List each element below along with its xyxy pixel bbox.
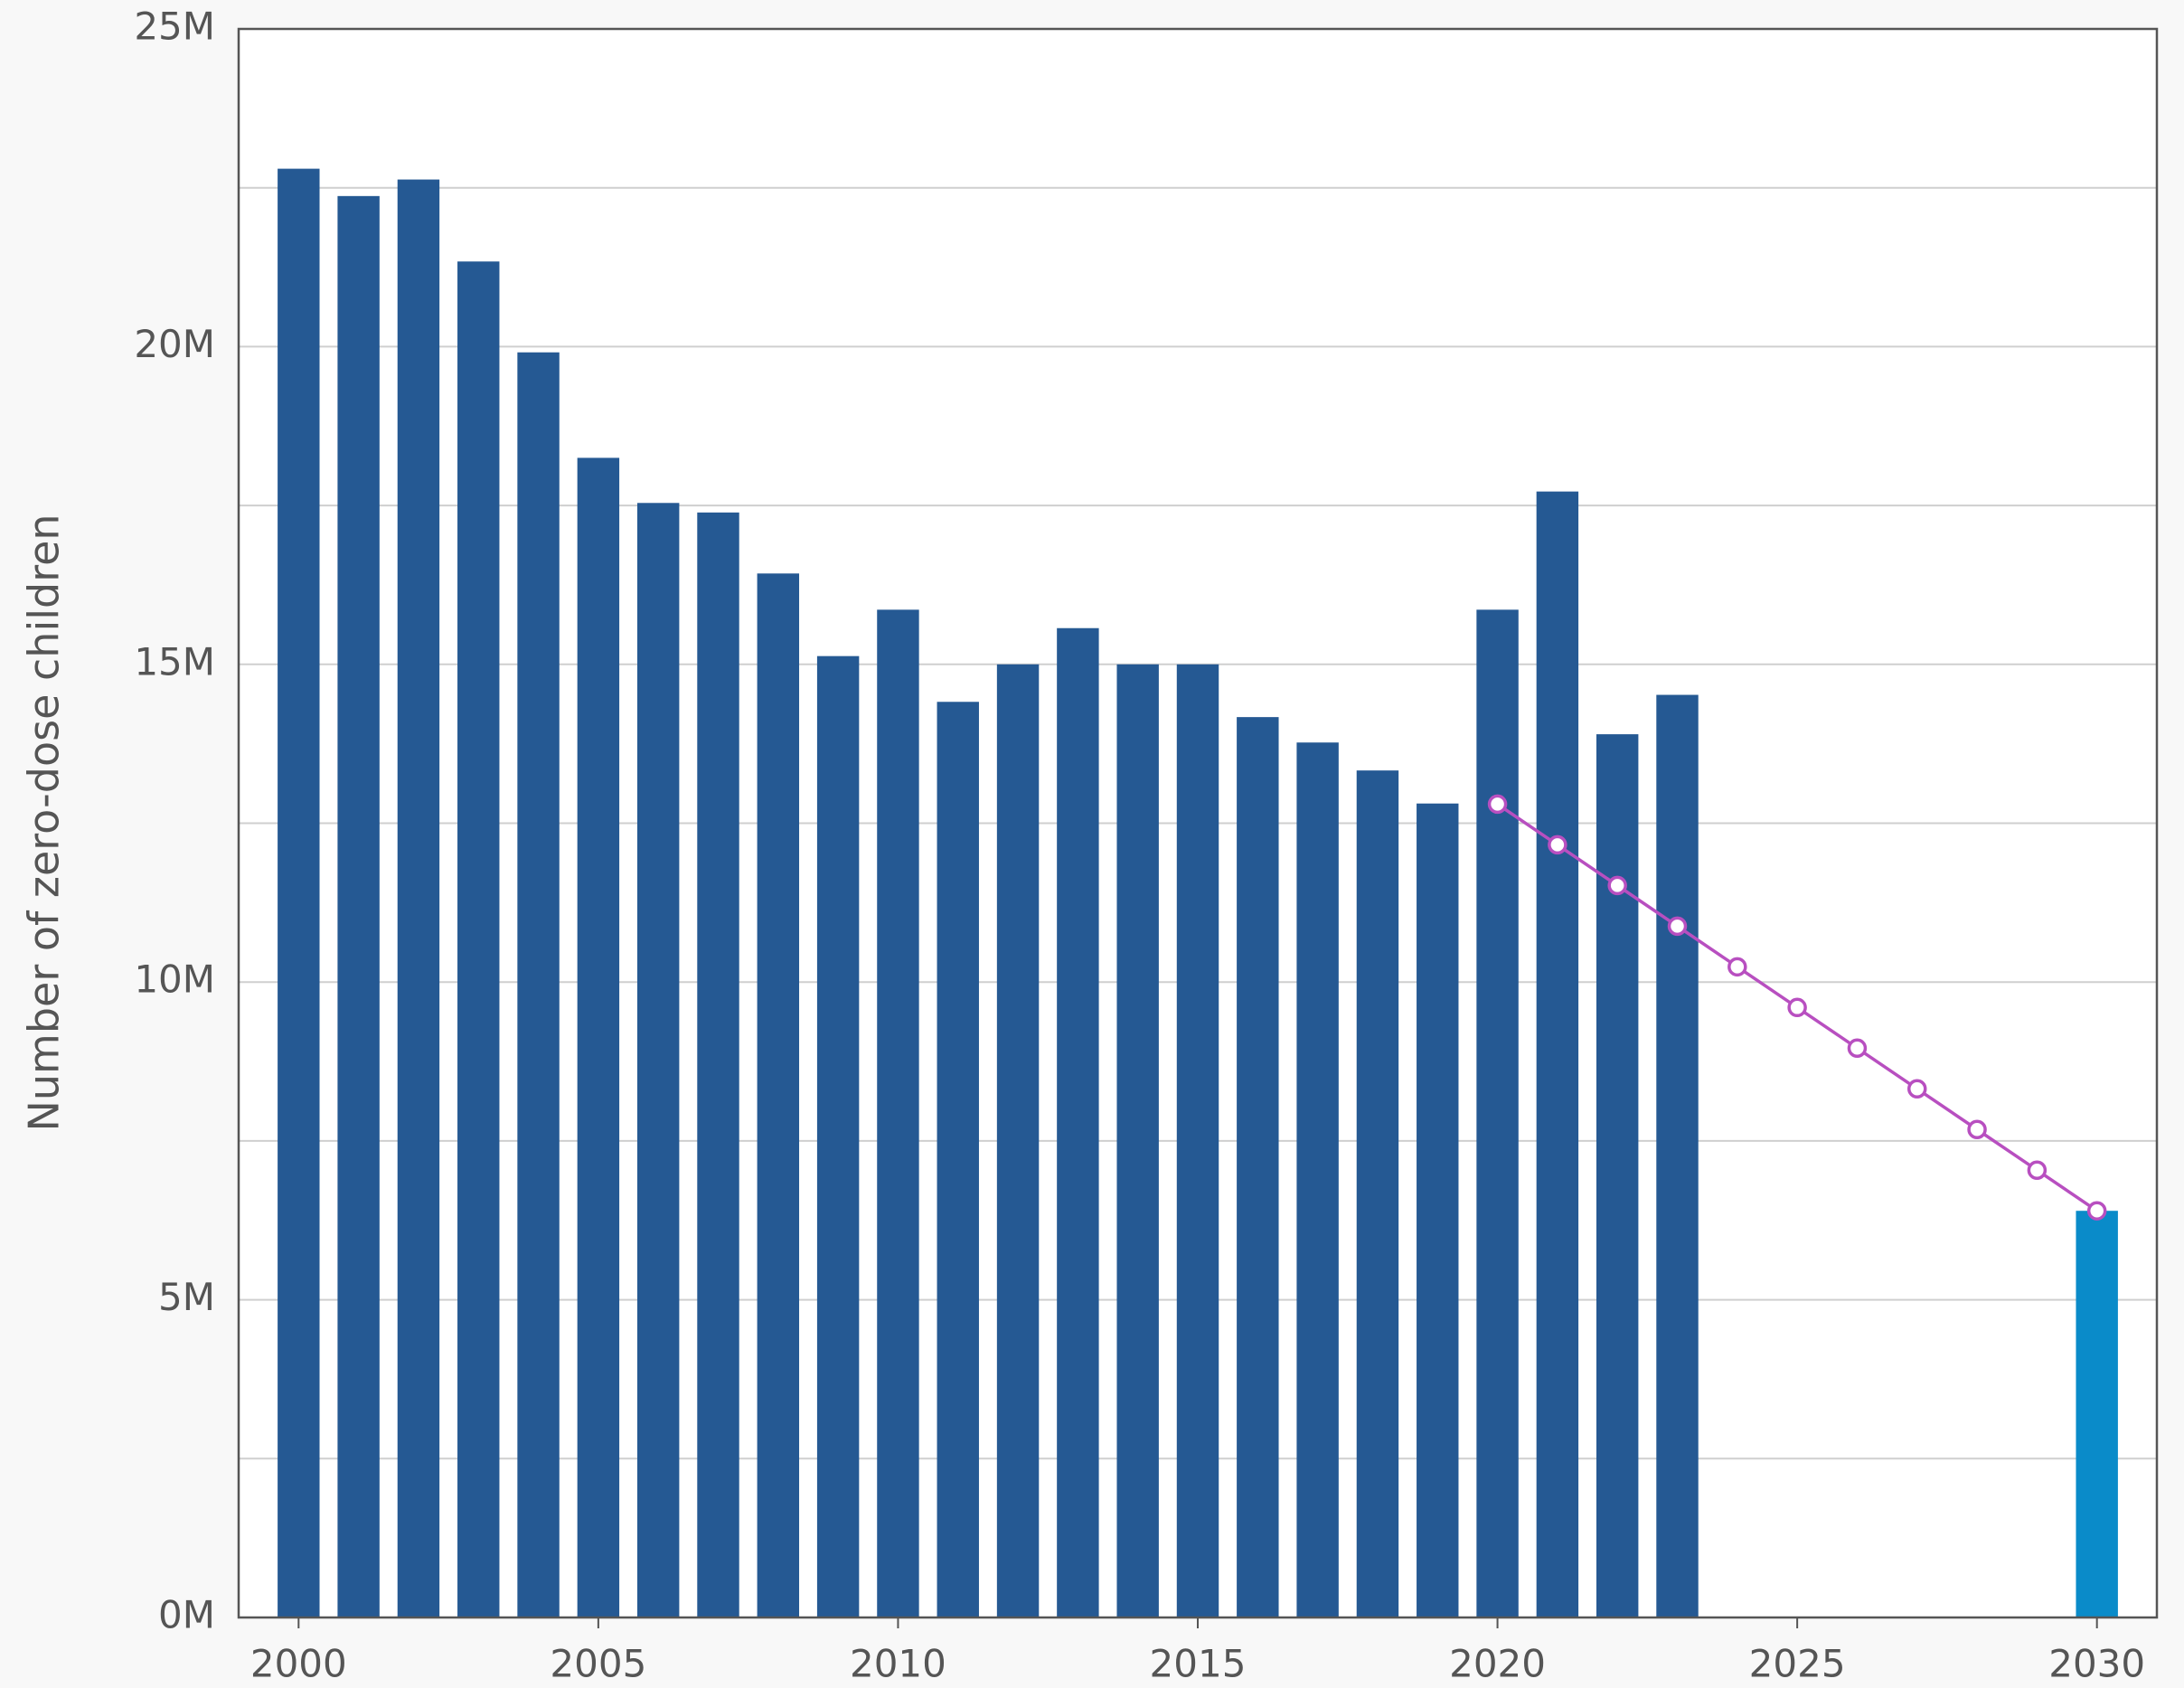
- bar: [1116, 664, 1159, 1617]
- bar: [517, 352, 560, 1617]
- y-tick-label: 15M: [134, 639, 215, 684]
- x-tick-label: 2010: [850, 1642, 946, 1686]
- x-tick-label: 2030: [2048, 1642, 2145, 1686]
- y-tick-label: 0M: [158, 1593, 215, 1637]
- x-tick-label: 2000: [250, 1642, 347, 1686]
- bar: [877, 609, 919, 1618]
- y-tick-label: 20M: [134, 322, 215, 366]
- bar: [2076, 1211, 2118, 1617]
- trend-marker: [1727, 957, 1747, 977]
- bar: [337, 195, 380, 1617]
- bar: [757, 573, 800, 1618]
- y-tick-label: 10M: [134, 957, 215, 1002]
- bar: [577, 457, 620, 1617]
- trend-marker: [1607, 875, 1627, 896]
- bar: [816, 655, 860, 1617]
- trend-marker: [1487, 794, 1508, 815]
- bar: [1476, 609, 1519, 1618]
- bar: [457, 261, 500, 1617]
- bar: [1596, 734, 1639, 1617]
- bar: [1057, 627, 1099, 1617]
- bar: [636, 503, 680, 1617]
- bar: [1356, 770, 1399, 1617]
- x-tick-label: 2020: [1449, 1642, 1546, 1686]
- trend-marker: [1667, 916, 1688, 937]
- trend-marker: [1787, 997, 1807, 1018]
- bar: [937, 702, 979, 1617]
- plot-border: [237, 27, 2159, 1619]
- bar: [278, 168, 320, 1618]
- bar: [1237, 717, 1279, 1617]
- x-tick-label: 2025: [1749, 1642, 1846, 1686]
- trend-marker: [1967, 1119, 1987, 1139]
- y-tick-label: 25M: [134, 5, 215, 49]
- bar: [697, 512, 739, 1617]
- x-tick-label: 2005: [550, 1642, 646, 1686]
- bar: [1176, 664, 1219, 1617]
- bar: [1536, 491, 1579, 1617]
- trend-marker: [2027, 1160, 2048, 1180]
- y-tick-label: 5M: [158, 1275, 215, 1319]
- trend-marker: [1548, 835, 1567, 855]
- bar: [996, 664, 1040, 1617]
- bar: [1417, 803, 1459, 1617]
- y-axis-label: Number of zero-dose children: [20, 514, 69, 1131]
- trend-marker: [1847, 1038, 1868, 1059]
- bar: [397, 179, 440, 1617]
- trend-marker: [2086, 1201, 2107, 1221]
- bar: [1296, 742, 1339, 1617]
- trend-marker: [1907, 1079, 1927, 1099]
- bar: [1656, 694, 1699, 1617]
- x-tick-label: 2015: [1150, 1642, 1247, 1686]
